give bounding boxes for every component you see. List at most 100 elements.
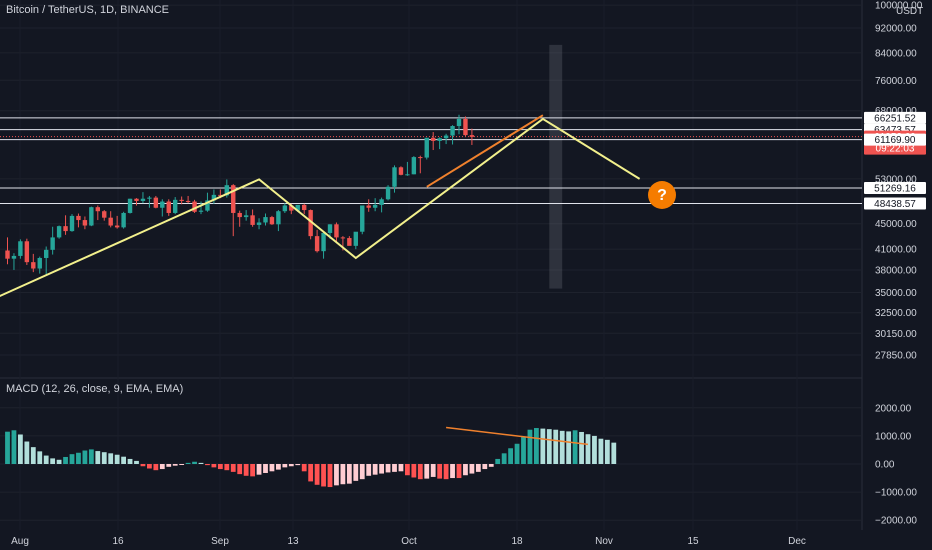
macd-indicator-title[interactable]: MACD (12, 26, close, 9, EMA, EMA) [6,383,184,395]
candle-body [379,199,384,205]
candle-body [82,220,88,226]
candle-body [185,200,191,202]
macd-histogram-bar [314,464,320,485]
price-tick-label: 35000.00 [875,288,917,299]
candle-body [385,186,391,200]
candle-body [456,118,462,127]
macd-histogram-bar [43,455,49,464]
macd-histogram-bar [327,464,333,488]
candle-body [11,255,17,259]
macd-histogram-bar [159,464,165,470]
time-tick-label: Oct [401,536,417,547]
candle-body [418,157,423,159]
macd-histogram-bar [147,464,152,469]
candle-body [166,201,171,213]
macd-histogram-bar [346,464,352,484]
price-level-label [864,133,926,146]
macd-histogram-bar [527,429,533,464]
macd-histogram-bar [495,458,501,464]
macd-axis: 2000.00 1000.00 0.00 −1000.00 −2000.00 [875,403,917,526]
macd-histogram-bar [514,443,520,464]
price-tick-label: 68000.00 [875,106,917,117]
macd-histogram-bar [88,449,94,464]
macd-histogram-bar [211,464,217,468]
price-tick-label: 41000.00 [875,245,917,256]
candle-body [424,137,429,158]
time-tick-label: Dec [788,536,806,547]
trendline[interactable] [0,117,641,319]
price-tick-label: 92000.00 [875,24,917,35]
candle-body [437,138,442,141]
candle-body [102,211,107,218]
candle-body [353,231,358,246]
macd-histogram-bar [443,464,449,480]
currency-label: USDT [896,6,923,17]
candle-body [282,205,288,212]
candle-body [250,215,255,225]
price-tick-label: 38000.00 [875,265,917,276]
trendline[interactable] [426,114,544,188]
candle-body [256,222,262,225]
macd-histogram-bar [475,464,481,472]
macd-histogram-bar [579,431,584,464]
macd-histogram-bar [450,464,455,479]
candle-body [289,205,294,211]
price-axis: 100000.00 92000.00 84000.00 76000.00 68000.0… [875,1,923,362]
candle-body [314,236,320,252]
candle-body [237,212,242,218]
candle-body [18,241,23,256]
macd-histogram-bar [553,429,559,464]
macd-histogram-bar [198,462,204,464]
macd-histogram-bar [269,464,275,472]
candle-body [302,204,307,211]
macd-histogram-bar [359,464,365,480]
macd-histogram-bar [566,431,572,464]
time-tick-label: 18 [511,536,523,547]
macd-histogram-bar [424,464,430,479]
macd-histogram-bar [340,464,346,485]
candle-body [108,217,113,226]
macd-histogram-bar [30,447,36,464]
macd-histogram-bar [205,464,210,466]
highlight-zone [549,44,563,289]
macd-histogram-bar [572,430,578,464]
candle-body [463,118,468,136]
macd-histogram-bar [50,458,56,464]
macd-histogram-bar [559,430,565,464]
candle-body [231,185,236,213]
macd-histogram-bar [540,428,546,464]
question-text: ? [657,187,667,204]
macd-histogram-bar [411,464,417,478]
candle-body [450,126,455,136]
candle-body [372,204,378,208]
macd-trendline[interactable] [446,426,589,446]
macd-histogram-bar [463,464,468,476]
macd-histogram-bar [140,464,146,467]
macd-histogram-bar [334,464,339,486]
time-tick-label: Sep [211,536,229,547]
price-tick-label: 30150.00 [875,329,917,340]
candle-body [44,249,49,258]
macd-histogram-bar [469,464,475,474]
macd-histogram-bar [437,464,443,479]
macd-histogram-bar [417,464,423,480]
candle-body [121,212,126,228]
macd-histogram-bar [282,464,288,468]
candle-body [31,262,36,269]
candle-body [56,226,62,238]
chart-title: Bitcoin / TetherUS, 1D, BINANCE [6,4,170,16]
macd-histogram-bar [56,459,62,464]
macd-tick-label: −1000.00 [875,488,917,499]
macd-histogram-bar [546,429,552,464]
time-tick-label: Aug [11,536,29,547]
macd-histogram-bar [308,464,314,482]
candle-body [173,199,178,213]
candle-body [153,197,159,208]
candle-body [69,215,75,232]
macd-histogram-bar [385,464,391,473]
macd-histogram-bar [82,450,88,464]
macd-histogram-bar [256,464,262,475]
question-icon [648,181,676,209]
